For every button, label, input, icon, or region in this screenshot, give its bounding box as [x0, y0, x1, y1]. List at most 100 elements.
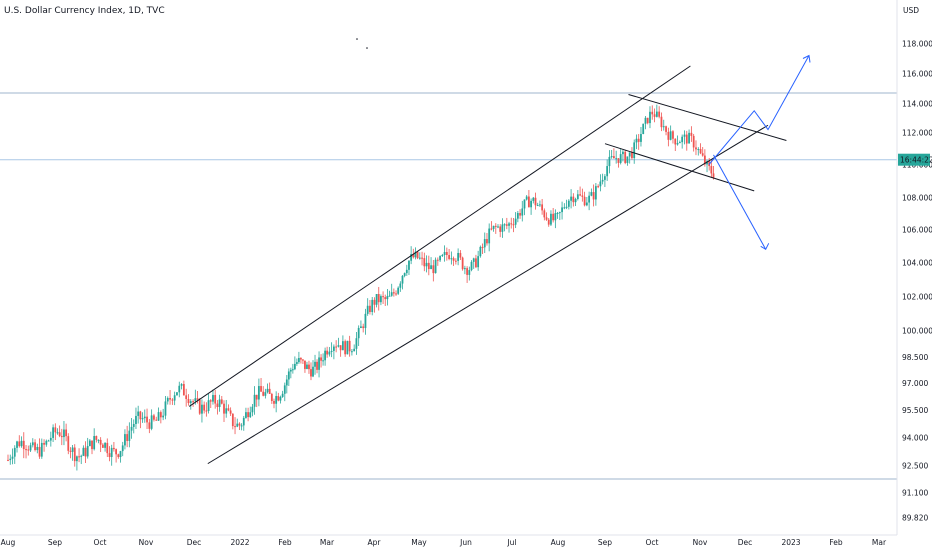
candle-body — [117, 454, 120, 458]
candle-body — [472, 258, 475, 262]
candle-body — [86, 446, 89, 457]
candle-body — [45, 440, 48, 445]
candle-body — [76, 456, 78, 462]
current-price-label: 16:44:22 — [900, 156, 932, 165]
x-tick-label: Aug — [1, 538, 16, 547]
candle-body — [412, 254, 415, 258]
candle-body — [669, 131, 672, 140]
candle-body — [178, 385, 181, 393]
candle-body — [386, 296, 389, 300]
candle-body — [390, 292, 393, 296]
candle-body — [189, 401, 192, 404]
candle-body — [505, 224, 508, 226]
current-price-badge — [898, 153, 930, 166]
x-tick-label: Mar — [320, 538, 335, 547]
candle-body — [88, 440, 91, 447]
candle-body — [283, 385, 286, 394]
candle-body — [218, 399, 221, 407]
candle-body — [43, 442, 45, 445]
x-tick-label: Dec — [738, 538, 753, 547]
candle-body — [617, 158, 620, 163]
trend-channel-upper-line — [188, 65, 691, 407]
candle-body — [220, 399, 223, 404]
candle-body — [692, 135, 695, 148]
candle-body — [590, 192, 593, 196]
candle-body — [651, 111, 654, 115]
candle-body — [124, 434, 126, 446]
candle-body — [445, 252, 448, 256]
candle-body — [565, 206, 568, 208]
candle-body — [171, 399, 174, 401]
candle-body — [353, 348, 356, 352]
candle-body — [266, 388, 269, 393]
candle-body — [613, 156, 615, 159]
trend-channel-lower-line — [207, 124, 769, 465]
candle-body — [427, 262, 430, 270]
candle-body — [550, 213, 552, 225]
candle-body — [710, 166, 713, 174]
candle-body — [579, 194, 582, 196]
candle-body — [615, 158, 618, 160]
candle-body — [574, 198, 577, 203]
candle-body — [536, 205, 539, 207]
candle-body — [270, 393, 273, 401]
projection-down-arrowhead — [760, 243, 770, 251]
candle-body — [635, 138, 638, 143]
candle-body — [514, 218, 517, 225]
candle-body — [348, 340, 351, 352]
candle-body — [52, 427, 54, 438]
candle-body — [539, 204, 541, 206]
candle-body — [257, 386, 260, 400]
candle-body — [364, 313, 367, 329]
y-tick-label: 89.820 — [902, 514, 928, 523]
y-tick-label: 94.000 — [902, 434, 928, 443]
candle-body — [209, 400, 212, 402]
candle-body — [7, 459, 9, 461]
candle-body — [430, 265, 432, 270]
candle-body — [454, 260, 457, 262]
candle-body — [452, 258, 455, 261]
candle-body — [225, 408, 228, 414]
candle-body — [121, 445, 124, 452]
x-tick-label: Feb — [829, 538, 843, 547]
candle-body — [264, 392, 267, 396]
candle-body — [157, 412, 160, 421]
candle-body — [681, 136, 684, 143]
candle-body — [503, 224, 506, 226]
candle-body — [501, 224, 504, 232]
candle-body — [676, 143, 679, 145]
candle-body — [375, 293, 378, 305]
candle-body — [97, 439, 100, 441]
candle-body — [295, 362, 298, 364]
candle-body — [554, 213, 557, 221]
candle-body — [448, 255, 451, 259]
candle-body — [530, 200, 532, 208]
candle-body — [622, 151, 624, 155]
candle-body — [155, 419, 158, 421]
candle-body — [567, 200, 570, 207]
candle-body — [141, 418, 144, 420]
candle-body — [56, 432, 59, 434]
y-tick-label: 116.000 — [902, 70, 932, 79]
y-tick-label: 95.500 — [902, 406, 928, 415]
candle-body — [642, 123, 645, 134]
x-tick-label: Aug — [551, 538, 566, 547]
candle-body — [510, 223, 513, 225]
candle-body — [255, 394, 258, 400]
candle-body — [525, 196, 528, 200]
candle-body — [148, 422, 151, 429]
candle-body — [603, 176, 606, 180]
candle-body — [631, 152, 633, 159]
candle-body — [397, 287, 400, 294]
candle-body — [332, 346, 335, 351]
candle-body — [143, 416, 146, 419]
y-tick-label: 118.000 — [902, 40, 932, 49]
candle-body — [216, 403, 219, 407]
x-tick-label: Nov — [693, 538, 708, 547]
candle-body — [150, 415, 153, 429]
x-tick-label: Oct — [94, 538, 107, 547]
x-tick-label: Apr — [368, 538, 382, 547]
candle-body — [63, 429, 65, 438]
candle-body — [273, 400, 275, 404]
